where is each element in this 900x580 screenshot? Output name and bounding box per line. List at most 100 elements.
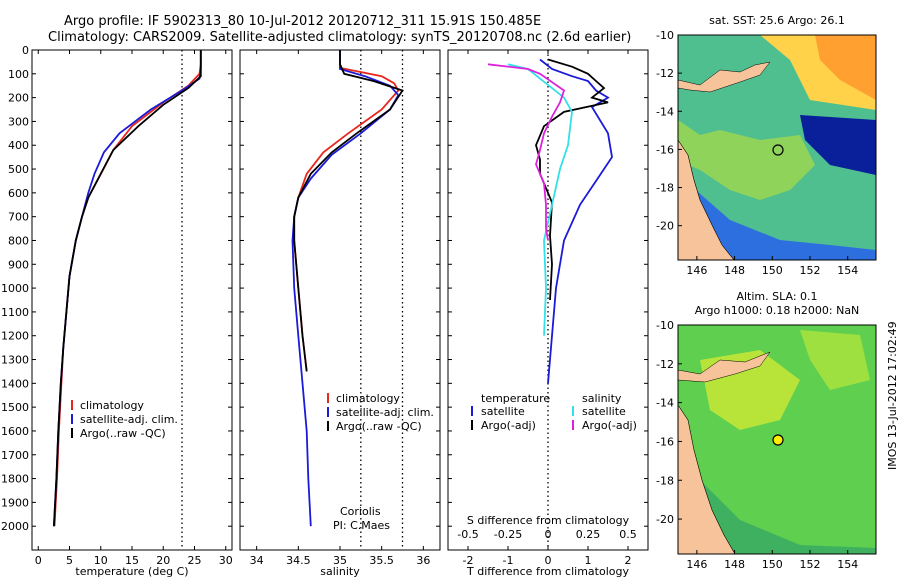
- x-tick-label: 1: [585, 554, 592, 567]
- y-tick-label: 1300: [1, 354, 29, 367]
- x-tick-label: 2: [625, 554, 632, 567]
- difference-panel: -2 -1 0 1 2 T difference from climatology S …: [447, 49, 649, 578]
- map-y-tick-label: -10: [656, 319, 674, 332]
- x-tick-label: 30: [219, 554, 233, 567]
- map-x-tick-label: 154: [837, 264, 858, 277]
- map-x-tick-label: 148: [724, 558, 745, 571]
- map-y-tick-label: -18: [656, 474, 674, 487]
- difference-legend-s-satellite: satellite: [582, 405, 626, 418]
- y-tick-label: 300: [8, 115, 29, 128]
- series-line-satellite: [291, 50, 400, 527]
- temperature-legend: climatology satellite-adj. clim. Argo(..…: [71, 399, 178, 440]
- y-tick-label: 1900: [1, 496, 29, 509]
- difference-xlabel: T difference from climatology: [466, 565, 629, 578]
- map-y-tick-label: -16: [656, 435, 674, 448]
- series-line-argo: [53, 50, 202, 527]
- x-tick-label: -2: [463, 554, 474, 567]
- series-line-climatology: [53, 50, 202, 527]
- salinity-panel: 34 34.5 35 35.5 36 salinity climatology sate…: [239, 49, 441, 578]
- difference-legend-salinity-title: salinity: [582, 392, 622, 405]
- y-tick-label: 1700: [1, 449, 29, 462]
- series-line-s-argo: [487, 63, 566, 241]
- temperature-panel: 0 5 10 15 20 25 300100200300400500600700800900…: [1, 44, 233, 578]
- salinity-note-pi: PI: C.Maes: [333, 519, 390, 532]
- x-tick-label-salinity: -0.5: [457, 528, 478, 541]
- salinity-legend-climatology: climatology: [336, 392, 400, 405]
- sla-high-region-2: [800, 330, 870, 390]
- map-x-tick-label: 150: [762, 558, 783, 571]
- map-y-tick-label: -20: [656, 220, 674, 233]
- map-y-tick-label: -14: [656, 105, 674, 118]
- x-tick-label: 35: [333, 554, 347, 567]
- x-tick-label: 20: [156, 554, 170, 567]
- series-line-climatology: [293, 64, 400, 372]
- sst-hot-region: [815, 35, 876, 100]
- sst-map: sat. SST: 25.6 Argo: 26.1 146 148 150 152 15…: [656, 14, 877, 277]
- sla-map-frame: [677, 324, 877, 555]
- difference-legend-t-argo: Argo(-adj): [481, 419, 536, 432]
- y-tick-label: 900: [8, 258, 29, 271]
- x-tick-label-salinity: -0.25: [494, 528, 522, 541]
- y-tick-label: 800: [8, 234, 29, 247]
- map-y-tick-label: -18: [656, 182, 674, 195]
- salinity-xlabel: salinity: [320, 565, 360, 578]
- y-tick-label: 1600: [1, 425, 29, 438]
- sla-map: Altim. SLA: 0.1 Argo h1000: 0.18 h2000: …: [656, 290, 877, 571]
- difference-legend-s-argo: Argo(-adj): [582, 419, 637, 432]
- y-tick-label: 500: [8, 163, 29, 176]
- difference-xlabel-salinity: S difference from climatology: [467, 514, 630, 527]
- y-tick-label: 1400: [1, 377, 29, 390]
- salinity-axes: [239, 49, 441, 551]
- sst-map-frame: [677, 34, 877, 261]
- x-tick-label: 34: [250, 554, 264, 567]
- map-x-tick-label: 146: [686, 558, 707, 571]
- y-tick-label: 0: [22, 44, 29, 57]
- sla-argo-marker: [772, 434, 784, 446]
- map-x-tick-label: 152: [800, 558, 821, 571]
- map-x-tick-label: 152: [800, 264, 821, 277]
- map-y-tick-label: -14: [656, 397, 674, 410]
- sla-low-region: [678, 470, 876, 554]
- map-x-tick-label: 154: [837, 558, 858, 571]
- map-y-tick-label: -12: [656, 67, 674, 80]
- series-line-s-satellite: [507, 63, 573, 336]
- sst-land-north: [677, 61, 771, 93]
- x-tick-label: 25: [188, 554, 202, 567]
- map-y-tick-label: -20: [656, 513, 674, 526]
- salinity-legend-satellite: satellite-adj. clim.: [336, 406, 434, 419]
- temperature-legend-argo: Argo(..raw -QC): [80, 427, 166, 440]
- salinity-note-source: Coriolis: [340, 505, 381, 518]
- y-tick-label: 1000: [1, 282, 29, 295]
- x-tick-label-salinity: 0.25: [576, 528, 601, 541]
- x-tick-label-salinity: 0: [545, 528, 552, 541]
- y-tick-label: 400: [8, 139, 29, 152]
- map-x-tick-label: 146: [686, 264, 707, 277]
- map-y-tick-label: -16: [656, 143, 674, 156]
- map-x-tick-label: 148: [724, 264, 745, 277]
- y-tick-label: 1200: [1, 330, 29, 343]
- map-x-tick-label: 150: [762, 264, 783, 277]
- x-tick-label: 0: [35, 554, 42, 567]
- x-tick-label: 5: [66, 554, 73, 567]
- difference-legend-temperature-title: temperature: [481, 392, 550, 405]
- sst-mild-region: [678, 120, 815, 200]
- series-line-t-satellite: [539, 58, 613, 384]
- temperature-legend-climatology: climatology: [80, 399, 144, 412]
- sla-land-north: [677, 351, 771, 383]
- figure-title-line1: Argo profile: IF 5902313_80 10-Jul-2012 …: [64, 14, 542, 29]
- y-tick-label: 1500: [1, 401, 29, 414]
- x-tick-label-salinity: 0.5: [619, 528, 637, 541]
- x-tick-label: 36: [416, 554, 430, 567]
- timestamp-stamp: IMOS 13-Jul-2012 17:02:49: [886, 321, 899, 470]
- series-line-argo: [293, 50, 404, 372]
- sst-cold-patch: [800, 115, 876, 175]
- sst-deep-region: [678, 185, 876, 260]
- x-tick-label: 34.5: [286, 554, 311, 567]
- y-tick-label: 100: [8, 68, 29, 81]
- sla-map-title2: Argo h1000: 0.18 h2000: NaN: [695, 304, 860, 317]
- x-tick-label: 35.5: [369, 554, 394, 567]
- x-tick-label: 10: [94, 554, 108, 567]
- temperature-legend-satellite: satellite-adj. clim.: [80, 413, 178, 426]
- y-tick-label: 600: [8, 187, 29, 200]
